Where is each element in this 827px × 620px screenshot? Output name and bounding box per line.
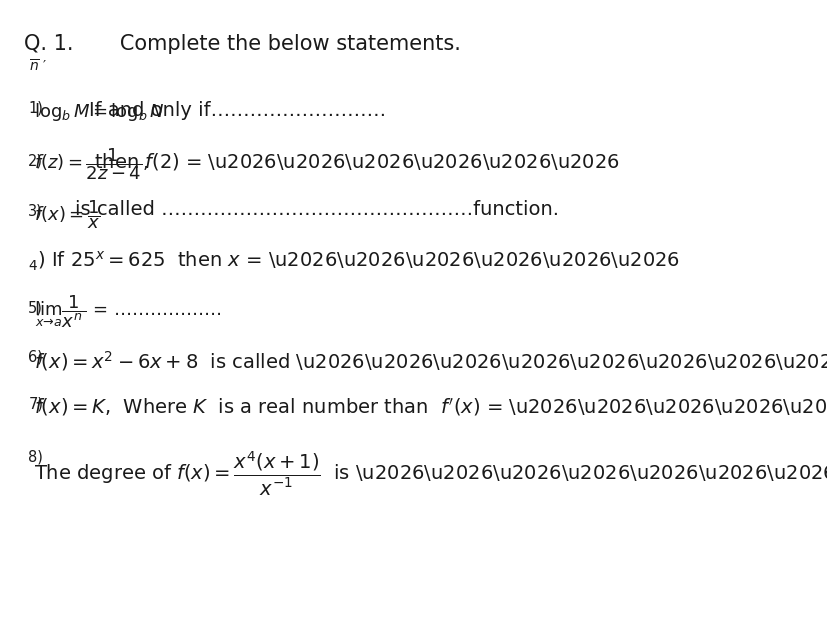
Text: 2): 2) xyxy=(28,154,43,169)
Text: $f(x) = \dfrac{1}{x}$: $f(x) = \dfrac{1}{x}$ xyxy=(34,198,101,231)
Text: is called …………………………………………function.: is called …………………………………………function. xyxy=(74,200,558,219)
Text: $f(z) = \dfrac{1}{2z-4},$: $f(z) = \dfrac{1}{2z-4},$ xyxy=(34,146,149,182)
Text: $_4$) If $25^x = 625$  then $x$ = \u2026\u2026\u2026\u2026\u2026\u2026: $_4$) If $25^x = 625$ then $x$ = \u2026\… xyxy=(28,249,680,273)
Text: $\log_b M = \log_b N$: $\log_b M = \log_b N$ xyxy=(34,101,165,123)
Text: 5): 5) xyxy=(28,301,43,316)
Text: Q. 1.       Complete the below statements.: Q. 1. Complete the below statements. xyxy=(23,34,460,54)
Text: If and only if………………………: If and only if……………………… xyxy=(88,101,385,120)
Text: 8): 8) xyxy=(28,450,43,464)
Text: The degree of $f(x) = \dfrac{x^4(x+1)}{x^{-1}}$  is \u2026\u2026\u2026\u2026\u20: The degree of $f(x) = \dfrac{x^4(x+1)}{x… xyxy=(34,450,827,498)
Text: $f(x) = x^2 - 6x + 8$  is called \u2026\u2026\u2026\u2026\u2026\u2026\u2026\u202: $f(x) = x^2 - 6x + 8$ is called \u2026\u… xyxy=(34,350,827,373)
Text: then $f(2)$ = \u2026\u2026\u2026\u2026\u2026\u2026: then $f(2)$ = \u2026\u2026\u2026\u2026\u… xyxy=(93,151,619,172)
Text: $\lim_{x \to a} \dfrac{1}{x^n}$ = ………………: $\lim_{x \to a} \dfrac{1}{x^n}$ = ……………… xyxy=(34,294,221,330)
Text: 1): 1) xyxy=(28,101,43,116)
Text: $f(x) = K$,  Where $K$  is a real number than  $f'(x)$ = \u2026\u2026\u2026\u202: $f(x) = K$, Where $K$ is a real number t… xyxy=(34,396,827,418)
Text: $\overline{n}$ ′: $\overline{n}$ ′ xyxy=(30,58,47,75)
Text: 6): 6) xyxy=(28,350,43,365)
Text: 3): 3) xyxy=(28,204,43,219)
Text: 7): 7) xyxy=(28,396,43,411)
